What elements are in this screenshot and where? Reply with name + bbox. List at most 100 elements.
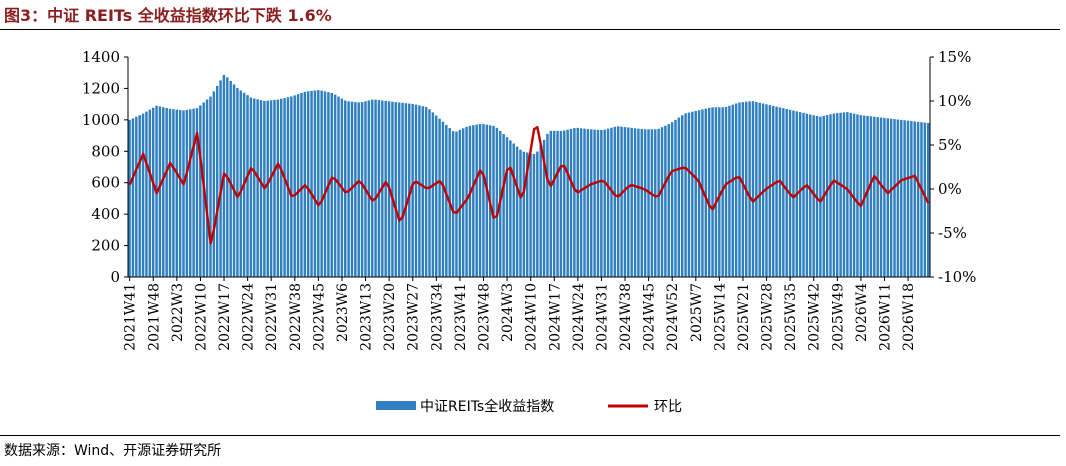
bar: [812, 115, 815, 277]
bar: [273, 99, 276, 278]
x-tick-label: 2023W13: [359, 283, 375, 351]
bar: [805, 113, 809, 277]
legend-bar-label: 中证REITs全收益指数: [420, 398, 554, 415]
y-left-tick-label: 200: [91, 237, 120, 255]
bar: [310, 90, 313, 277]
bar: [913, 121, 916, 277]
bar: [728, 105, 731, 277]
bar: [819, 116, 822, 277]
bar: [455, 131, 458, 277]
bar: [431, 112, 435, 278]
x-tick-label: 2023W27: [406, 283, 422, 351]
x-tick-label: 2022W38: [288, 283, 304, 351]
bar: [377, 100, 381, 278]
bar: [714, 107, 718, 278]
bar: [734, 103, 738, 277]
bar: [293, 95, 296, 277]
bar: [809, 114, 812, 277]
bar: [135, 116, 138, 278]
y-right-tick-label: 10%: [938, 92, 971, 110]
bar: [367, 100, 371, 277]
bar: [573, 128, 576, 277]
bar: [579, 128, 583, 277]
bar: [771, 105, 775, 277]
bar: [418, 105, 421, 278]
bar: [654, 129, 657, 277]
bar: [647, 129, 650, 277]
bar: [539, 145, 542, 277]
y-left-tick-label: 1000: [82, 111, 120, 129]
x-tick-label: 2025W35: [783, 283, 799, 351]
bar: [269, 100, 273, 277]
bar: [445, 124, 448, 277]
bar: [785, 108, 788, 277]
bar: [893, 119, 896, 277]
bar: [313, 90, 317, 277]
bar: [600, 129, 603, 277]
bar: [563, 130, 566, 277]
bar: [330, 92, 334, 277]
y-right-tick-label: 15%: [938, 48, 971, 66]
bar: [306, 91, 310, 278]
bar: [209, 96, 212, 278]
bar: [529, 153, 532, 277]
bar: [643, 129, 647, 277]
x-tick-label: 2022W24: [241, 283, 257, 351]
bar: [866, 115, 869, 278]
bar: [411, 104, 414, 277]
x-tick-label: 2022W10: [193, 283, 209, 351]
y-right-tick-label: -5%: [938, 224, 967, 242]
bar: [701, 109, 704, 277]
bar: [482, 124, 485, 277]
bar: [522, 151, 526, 277]
bar: [704, 108, 708, 277]
bar: [835, 113, 839, 277]
x-tick-label: 2023W48: [477, 283, 493, 351]
bar: [162, 107, 165, 277]
bar: [478, 124, 482, 277]
bar: [842, 112, 846, 278]
bar: [856, 114, 859, 278]
bar: [694, 110, 697, 277]
bar: [832, 113, 836, 277]
x-tick-label: 2026W4: [854, 283, 870, 342]
bar: [869, 116, 873, 277]
bar: [249, 97, 253, 278]
bar: [370, 99, 374, 277]
x-tick-label: 2024W10: [524, 283, 540, 351]
bar: [576, 127, 579, 277]
bar: [145, 111, 148, 277]
bar: [825, 115, 829, 277]
bar: [158, 106, 162, 278]
bar: [404, 103, 408, 277]
bar: [889, 118, 893, 277]
bar: [256, 99, 259, 278]
bar: [279, 98, 283, 277]
x-tick-label: 2022W45: [311, 283, 327, 351]
bar: [276, 99, 280, 277]
bar: [205, 99, 209, 277]
bar: [168, 108, 172, 278]
bar: [896, 119, 900, 277]
bar: [384, 100, 387, 277]
bar: [596, 129, 600, 277]
legend: 中证REITs全收益指数 环比: [376, 398, 682, 415]
bar: [552, 130, 556, 277]
y-left-tick-label: 1400: [82, 48, 120, 66]
y-left-tick-label: 1200: [82, 79, 120, 97]
bar: [718, 107, 721, 278]
bar: [876, 117, 879, 277]
bar: [138, 115, 141, 277]
x-tick-label: 2024W24: [571, 283, 587, 351]
bar: [519, 149, 522, 277]
bar: [509, 140, 512, 277]
y-left-tick-label: 600: [91, 174, 120, 192]
bar: [731, 104, 735, 278]
bar: [782, 108, 785, 277]
bar: [512, 143, 515, 277]
bar: [593, 129, 596, 277]
bar: [337, 96, 340, 278]
bar: [212, 91, 216, 278]
bar: [458, 129, 462, 277]
bar: [408, 103, 411, 277]
